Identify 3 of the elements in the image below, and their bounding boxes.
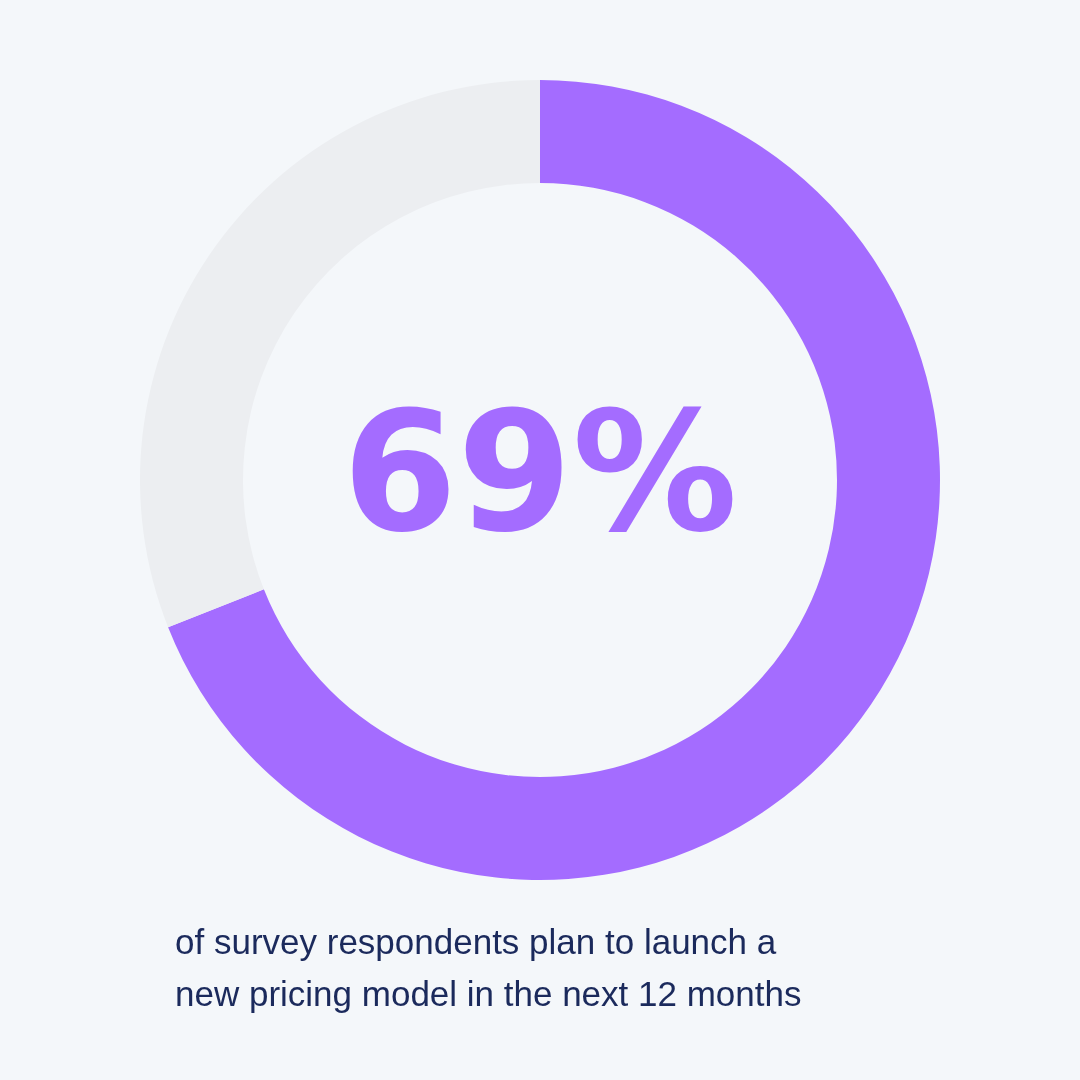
text: of survey respondents plan to launch a new pricing model in the next 12 months bbox=[175, 922, 802, 1013]
donut-slice bbox=[168, 80, 940, 880]
data-label: 69% bbox=[342, 377, 738, 569]
